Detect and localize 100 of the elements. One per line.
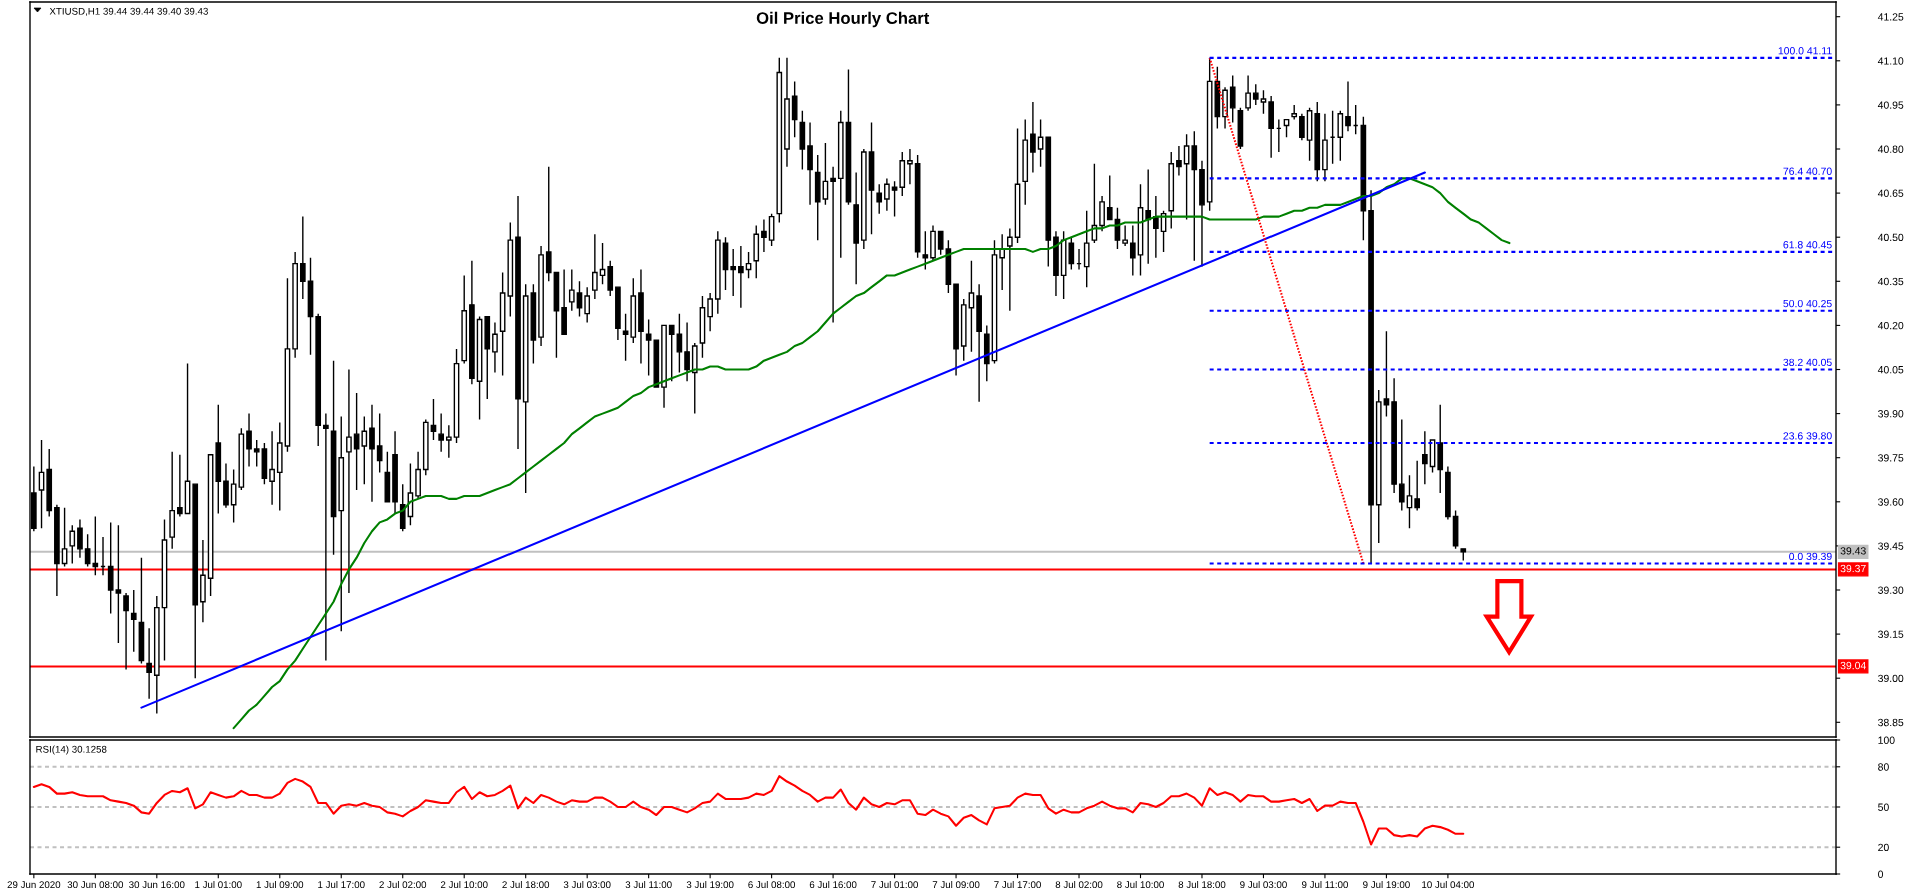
candlestick bbox=[553, 271, 560, 359]
y-tick-label: 40.80 bbox=[1877, 145, 1904, 153]
x-tick-label: 8 Jul 18:00 bbox=[1178, 880, 1226, 889]
candlestick bbox=[1176, 145, 1182, 177]
candlestick bbox=[384, 451, 391, 503]
candlestick bbox=[699, 295, 706, 359]
candlestick bbox=[392, 430, 398, 515]
candlestick bbox=[1375, 389, 1382, 544]
x-tick-label: 7 Jul 17:00 bbox=[994, 880, 1041, 889]
x-tick-label: 6 Jul 08:00 bbox=[748, 880, 796, 889]
y-tick-label: 40.95 bbox=[1877, 101, 1904, 109]
series-label: 0.0 39.39 bbox=[1789, 552, 1832, 561]
x-tick-label: 2 Jul 18:00 bbox=[502, 880, 550, 889]
candlestick bbox=[438, 412, 445, 453]
candlestick bbox=[1068, 236, 1075, 271]
ref-line-label: 39.37 bbox=[1840, 564, 1866, 573]
candlestick bbox=[445, 424, 452, 459]
x-tick-label: 30 Jun 08:00 bbox=[67, 881, 124, 889]
candlestick bbox=[538, 245, 544, 347]
x-tick-label: 2 Jul 10:00 bbox=[440, 880, 488, 889]
x-tick-label: 9 Jul 11:00 bbox=[1301, 880, 1348, 889]
candlestick bbox=[1445, 465, 1451, 521]
x-tick-label: 3 Jul 19:00 bbox=[686, 880, 734, 889]
candlestick bbox=[1014, 127, 1021, 244]
candlestick bbox=[676, 312, 683, 374]
candlestick bbox=[776, 57, 783, 224]
x-tick-label: 1 Jul 01:00 bbox=[195, 880, 242, 889]
candlestick bbox=[661, 324, 667, 409]
candlestick bbox=[976, 283, 982, 403]
candlestick bbox=[622, 312, 629, 362]
x-tick-label: 30 Jun 16:00 bbox=[129, 881, 185, 889]
candlestick bbox=[461, 274, 468, 365]
candlestick bbox=[876, 183, 883, 215]
candlestick bbox=[953, 283, 959, 377]
y-tick-label: 80 bbox=[1878, 763, 1889, 771]
y-tick-label: 39.90 bbox=[1878, 410, 1904, 418]
candlestick bbox=[1099, 195, 1105, 233]
candlestick bbox=[1137, 183, 1144, 277]
candlestick bbox=[153, 595, 160, 715]
y-tick-label: 40.05 bbox=[1877, 366, 1904, 374]
candlestick bbox=[361, 415, 368, 485]
series-label: 100.0 41.11 bbox=[1778, 47, 1832, 55]
candlestick bbox=[1314, 101, 1321, 183]
candlestick bbox=[1191, 130, 1198, 262]
y-tick-label: 39.60 bbox=[1878, 498, 1904, 506]
candlestick bbox=[522, 283, 529, 494]
candlestick bbox=[545, 165, 552, 282]
candlestick bbox=[730, 248, 737, 297]
candlestick bbox=[1007, 227, 1013, 312]
candlestick bbox=[1245, 74, 1251, 112]
candlestick bbox=[69, 524, 76, 565]
candlestick bbox=[1260, 89, 1267, 115]
y-tick-label: 39.00 bbox=[1878, 674, 1904, 683]
candlestick bbox=[292, 251, 298, 359]
series-label: 61.8 40.45 bbox=[1783, 241, 1832, 249]
candlestick bbox=[837, 110, 844, 259]
candlestick bbox=[123, 592, 129, 671]
candlestick bbox=[607, 260, 614, 297]
candlestick bbox=[1145, 168, 1152, 265]
candlestick bbox=[184, 362, 191, 515]
candlestick bbox=[891, 180, 898, 218]
candlestick bbox=[515, 195, 521, 450]
candlestick bbox=[430, 398, 437, 441]
candlestick bbox=[507, 221, 514, 318]
ref-line-label: 39.04 bbox=[1840, 661, 1866, 670]
candlestick bbox=[1398, 418, 1405, 512]
candlestick bbox=[484, 315, 491, 400]
y-tick-label: 0 bbox=[1878, 870, 1884, 878]
ref-line-label: 39.43 bbox=[1840, 547, 1866, 555]
candlestick bbox=[399, 483, 406, 532]
candlestick bbox=[223, 462, 229, 509]
candlestick bbox=[61, 506, 68, 568]
candlestick bbox=[668, 324, 675, 382]
candlestick bbox=[530, 283, 537, 365]
candlestick bbox=[1229, 74, 1236, 124]
x-tick-label: 6 Jul 16:00 bbox=[809, 880, 857, 889]
candlestick bbox=[1345, 80, 1351, 133]
y-tick-label: 39.15 bbox=[1878, 630, 1904, 638]
candlestick bbox=[77, 518, 83, 559]
candlestick bbox=[1352, 104, 1359, 135]
candlestick bbox=[653, 339, 660, 388]
y-tick-label: 40.20 bbox=[1877, 321, 1904, 330]
candlestick bbox=[299, 215, 306, 300]
line-series bbox=[232, 177, 1511, 730]
candlestick bbox=[1437, 404, 1444, 494]
y-tick-label: 40.50 bbox=[1877, 233, 1904, 242]
candlestick bbox=[922, 230, 929, 271]
candlestick bbox=[161, 518, 168, 662]
y-tick-label: 39.30 bbox=[1878, 586, 1904, 594]
text: Oil Price Hourly Chart bbox=[756, 11, 930, 28]
candlestick bbox=[807, 121, 813, 206]
candlestick bbox=[422, 418, 429, 477]
candlestick bbox=[1291, 104, 1298, 121]
candlestick bbox=[115, 524, 122, 644]
candlestick bbox=[1076, 248, 1082, 271]
candlestick bbox=[1306, 107, 1313, 162]
candlestick bbox=[561, 268, 567, 335]
candlestick bbox=[1268, 95, 1274, 159]
candlestick bbox=[492, 321, 498, 374]
candlestick bbox=[745, 251, 752, 280]
